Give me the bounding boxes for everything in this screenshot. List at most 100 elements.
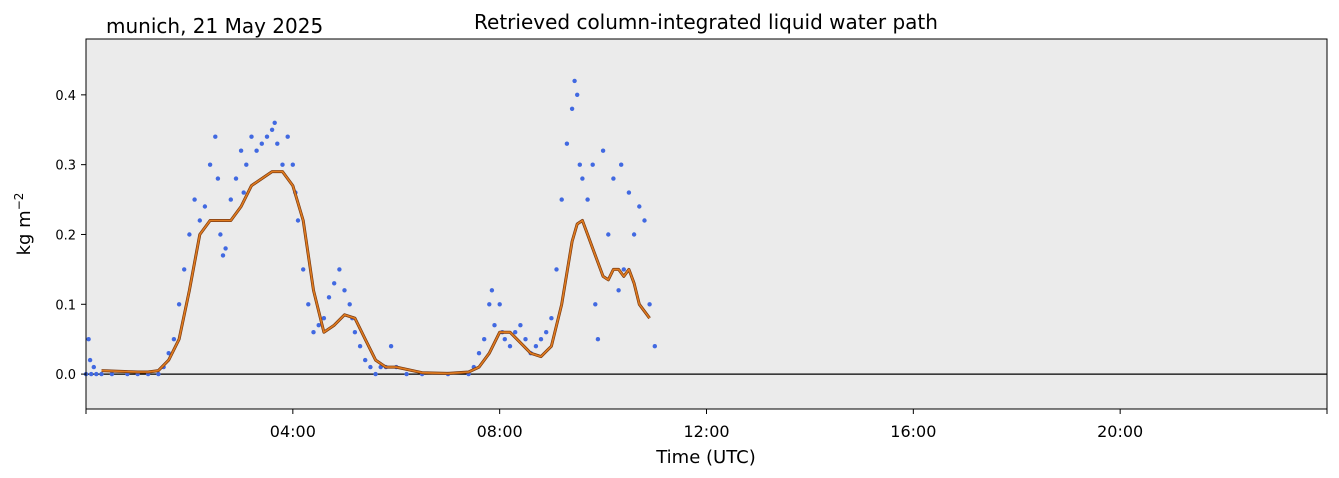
data-point	[197, 218, 202, 223]
data-point	[99, 371, 104, 377]
y-axis-label-base: kg m	[14, 210, 35, 255]
data-point	[600, 148, 606, 153]
data-point	[91, 364, 97, 370]
data-point	[187, 232, 192, 237]
data-point	[89, 371, 94, 377]
y-tick-label: 0.2	[55, 228, 76, 243]
data-point	[590, 162, 595, 167]
data-point	[275, 141, 280, 146]
x-tick-label: 16:00	[890, 422, 936, 441]
data-point	[559, 197, 564, 202]
data-point	[647, 302, 652, 307]
data-point	[564, 141, 570, 146]
y-tick-label: 0.3	[55, 159, 76, 174]
data-point	[272, 120, 277, 126]
x-tick-label: 04:00	[270, 422, 316, 441]
data-point	[109, 371, 115, 377]
data-point	[290, 162, 295, 167]
data-point	[513, 330, 518, 335]
data-point	[580, 176, 585, 181]
data-point	[306, 302, 311, 307]
data-point	[311, 330, 316, 335]
data-point	[241, 190, 246, 195]
plot-content	[83, 78, 1327, 377]
data-point	[507, 344, 513, 349]
data-point	[492, 323, 497, 328]
data-point	[202, 204, 208, 209]
chart-title: Retrieved column-integrated liquid water…	[474, 10, 938, 34]
data-point	[264, 134, 270, 139]
y-tick-label: 0.0	[55, 368, 76, 383]
chart-subtitle: munich, 21 May 2025	[106, 14, 323, 38]
data-point	[238, 148, 244, 153]
x-axis-label: Time (UTC)	[655, 447, 756, 468]
data-point	[569, 106, 575, 112]
x-axis: 04:00 08:00 12:00 16:00 20:00	[85, 409, 1328, 441]
y-axis-label: kg m−2	[12, 193, 35, 256]
data-point	[523, 337, 528, 342]
data-point	[337, 267, 342, 272]
data-point	[352, 330, 358, 335]
data-point	[249, 134, 254, 139]
data-point	[220, 253, 226, 258]
data-point	[476, 351, 482, 356]
data-point	[502, 337, 507, 342]
data-point	[87, 357, 93, 363]
data-point	[218, 232, 223, 237]
data-point	[497, 302, 502, 307]
data-point	[166, 351, 171, 356]
data-point	[404, 371, 409, 377]
data-point	[637, 204, 642, 209]
data-point	[228, 197, 233, 202]
data-point	[342, 288, 347, 293]
data-point	[182, 267, 187, 272]
data-point	[254, 148, 259, 153]
smoothed-line	[101, 170, 651, 375]
data-point	[642, 218, 647, 223]
data-point	[595, 337, 601, 342]
data-point	[321, 316, 327, 321]
data-point	[207, 162, 213, 167]
data-point	[621, 267, 626, 272]
data-point	[269, 127, 275, 132]
data-point	[619, 162, 624, 167]
data-point	[233, 176, 239, 181]
data-point	[533, 344, 539, 349]
x-tick-label: 08:00	[477, 422, 523, 441]
data-point	[577, 162, 582, 167]
data-point	[244, 162, 249, 167]
data-point	[554, 267, 559, 272]
data-point	[631, 232, 637, 237]
data-point	[626, 190, 632, 195]
data-point	[593, 302, 598, 307]
data-point	[223, 246, 228, 251]
y-tick-label: 0.1	[55, 298, 76, 313]
data-point	[549, 316, 554, 321]
data-point	[616, 288, 621, 293]
data-point	[611, 176, 616, 181]
data-point	[373, 371, 378, 377]
data-point	[94, 371, 99, 377]
data-point	[606, 232, 611, 237]
data-point	[156, 371, 161, 377]
data-point	[572, 78, 577, 84]
data-point	[285, 134, 290, 139]
data-point	[363, 357, 368, 363]
data-point	[585, 197, 590, 202]
data-point	[213, 134, 218, 139]
data-point	[347, 302, 352, 307]
data-point	[489, 288, 495, 293]
data-point	[259, 141, 264, 146]
data-point	[280, 162, 285, 167]
y-axis: 0.0 0.1 0.2 0.3 0.4	[55, 89, 86, 383]
data-point	[357, 344, 363, 349]
data-point	[544, 330, 549, 335]
data-point	[176, 302, 182, 307]
data-point	[295, 218, 301, 223]
data-point	[487, 302, 492, 307]
x-tick-label: 20:00	[1097, 422, 1143, 441]
data-point	[538, 337, 544, 342]
data-point	[368, 364, 373, 370]
data-point	[326, 295, 332, 300]
